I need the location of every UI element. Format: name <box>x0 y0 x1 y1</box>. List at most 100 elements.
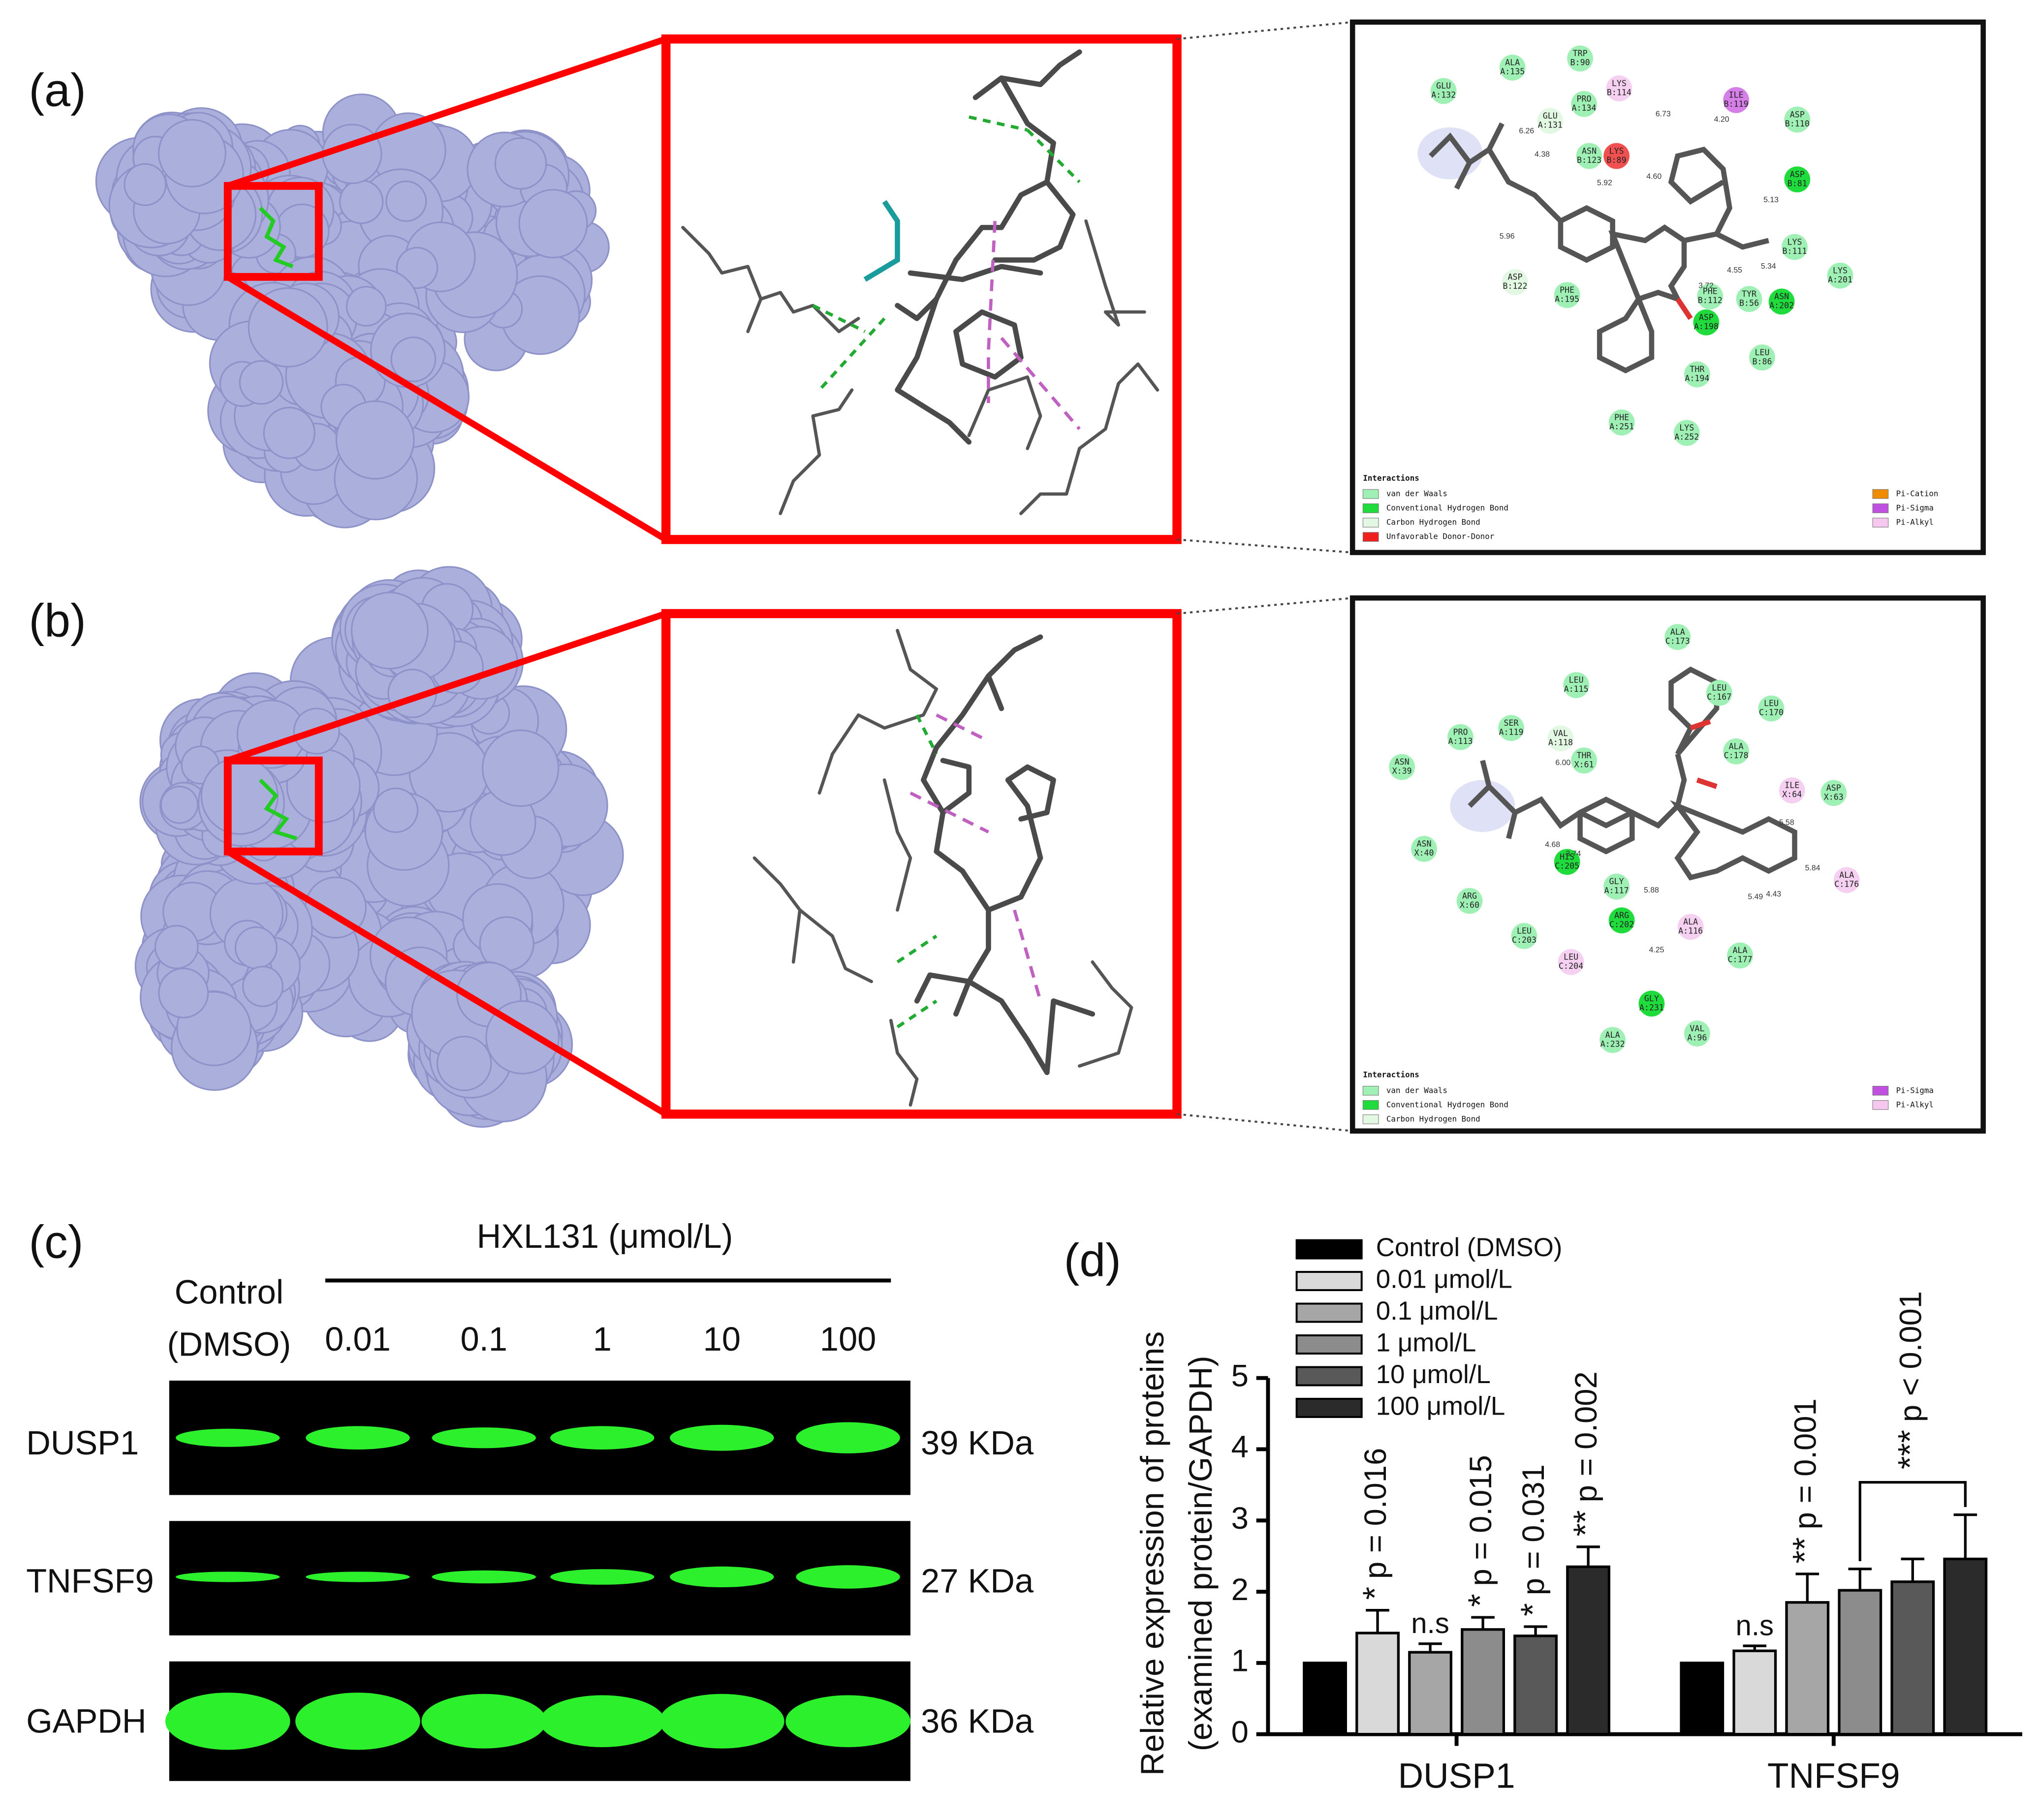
residue <box>1784 166 1811 193</box>
bar-chart: 0 1 2 3 4 5 Relative expression of proteins (ex… <box>1134 1233 2022 1795</box>
residue <box>1638 990 1665 1017</box>
dose-label: 100 <box>820 1320 877 1358</box>
p-value: p = 0.031 <box>1516 1464 1551 1595</box>
residue-chain: A:202 <box>1769 301 1794 310</box>
band <box>670 1566 774 1588</box>
legend-swatch <box>1295 1334 1363 1355</box>
residue-name: LYS <box>1609 146 1624 155</box>
legend-swatch <box>1362 503 1379 513</box>
legend-swatch <box>1362 518 1379 527</box>
surface-lobe <box>350 591 429 670</box>
residue-name: ALA <box>1839 870 1854 880</box>
legend-title: Interactions <box>1363 473 1419 483</box>
distance-label: 6.73 <box>1656 110 1671 119</box>
guide-line <box>1177 1113 1353 1132</box>
residue-chain: B:119 <box>1724 99 1749 109</box>
y-tick-label: 2 <box>1231 1573 1249 1607</box>
protein-surfaces <box>95 93 624 1128</box>
residue <box>1673 420 1700 446</box>
residue-name: LYS <box>1612 79 1627 88</box>
residue-chain: C:202 <box>1609 920 1634 929</box>
surface-lobe <box>248 287 328 368</box>
residue-chain: A:119 <box>1499 727 1524 737</box>
residue <box>1723 87 1750 113</box>
residue-name: LEU <box>1564 952 1578 961</box>
residue-chain: C:173 <box>1665 636 1690 646</box>
size-label: 39 KDa <box>921 1424 1034 1462</box>
legend-label: Pi-Alkyl <box>1896 518 1934 527</box>
dose-label: 1 <box>593 1320 612 1358</box>
residue-chain: B:56 <box>1739 298 1759 308</box>
bar <box>1943 1557 1988 1736</box>
residue-chain: C:203 <box>1512 935 1536 945</box>
residue-name: VAL <box>1553 729 1568 738</box>
legend-swatch <box>1362 1100 1379 1110</box>
distance-label: 5.58 <box>1779 819 1794 827</box>
ligand-view <box>752 629 1133 1107</box>
residue-chain: A:115 <box>1564 684 1589 694</box>
significance: * p = 0.031 <box>1514 1464 1552 1616</box>
p-value: p = 0.016 <box>1358 1448 1393 1579</box>
residue-name: VAL <box>1690 1024 1704 1033</box>
residue-name: ASP <box>1699 313 1714 322</box>
surface-lobe <box>494 137 547 190</box>
legend-label: Pi-Cation <box>1896 489 1939 498</box>
bar <box>1838 1589 1882 1736</box>
residue-name: GLU <box>1543 111 1558 121</box>
residue-name: ALA <box>1733 946 1748 955</box>
surface-lobe <box>481 729 560 807</box>
surface-lobe <box>234 926 278 969</box>
residue-name: ASN <box>1395 757 1410 767</box>
legend-swatch <box>1872 1100 1889 1110</box>
legend-swatch <box>1362 532 1379 542</box>
legend-swatch <box>1872 1085 1889 1096</box>
legend-label: Pi-Sigma <box>1896 503 1934 513</box>
residue <box>1563 672 1590 698</box>
residue-name: PRO <box>1576 94 1591 104</box>
distance-label: 4.55 <box>1727 266 1742 275</box>
residue-name: ALA <box>1670 627 1685 637</box>
size-label: 27 KDa <box>921 1562 1034 1600</box>
significance: * p = 0.015 <box>1461 1455 1499 1607</box>
bar <box>1461 1628 1505 1736</box>
zoom-line <box>226 848 668 1117</box>
legend-label: Carbon Hydrogen Bond <box>1386 518 1480 527</box>
zoom-box <box>223 756 323 856</box>
surface-lobe <box>242 965 283 1007</box>
residue-chain: A:198 <box>1694 322 1719 331</box>
residue <box>1664 624 1691 650</box>
y-axis-label: (examined protein/GAPDH) <box>1182 1356 1219 1751</box>
view-box <box>661 609 1182 1119</box>
distance-label: 4.38 <box>1535 151 1550 159</box>
significance: n.s <box>1736 1609 1774 1641</box>
residue-chain: A:131 <box>1538 120 1563 129</box>
band <box>421 1694 547 1749</box>
residue <box>1599 1027 1626 1053</box>
residue <box>1567 45 1594 72</box>
residue-name: LEU <box>1712 683 1726 693</box>
residue <box>1554 849 1580 875</box>
band <box>165 1693 290 1750</box>
molecule-2d <box>1450 666 1797 881</box>
surface-lobe <box>154 925 199 969</box>
significance-stars: ** <box>1786 1537 1823 1563</box>
control-label: (DMSO) <box>167 1325 291 1363</box>
residue-name: LEU <box>1517 926 1532 936</box>
residue-chain: A:135 <box>1500 67 1525 76</box>
residue <box>1511 923 1537 949</box>
band <box>796 1422 900 1453</box>
residue-name: ILE <box>1729 91 1744 100</box>
panel-label: (a) <box>29 64 86 116</box>
y-tick-label: 4 <box>1231 1430 1249 1464</box>
residue <box>1820 780 1847 806</box>
residue-name: ILE <box>1785 781 1799 790</box>
legend-label: Pi-Sigma <box>1896 1085 1934 1095</box>
residue-chain: B:89 <box>1607 155 1627 165</box>
surface-lobe <box>200 757 279 835</box>
band <box>550 1426 655 1450</box>
legend-swatch <box>1872 503 1889 513</box>
residue <box>1768 288 1795 315</box>
residue <box>1603 873 1630 900</box>
residue-name: ARG <box>1462 891 1477 900</box>
